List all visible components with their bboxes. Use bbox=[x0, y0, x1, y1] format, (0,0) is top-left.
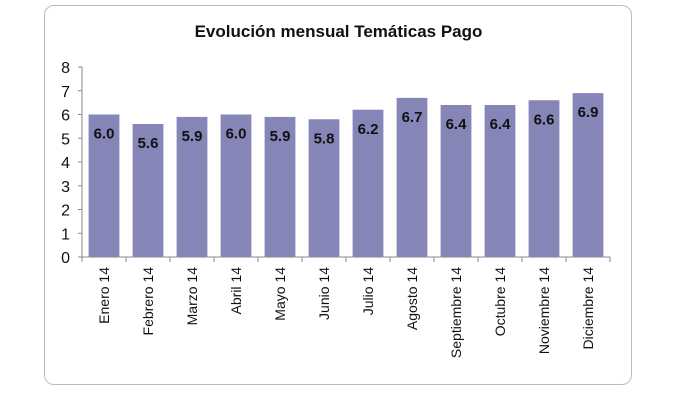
x-tick-label: Julio 14 bbox=[360, 267, 376, 315]
data-label: 5.9 bbox=[182, 128, 203, 145]
y-tick-label: 4 bbox=[61, 155, 70, 172]
data-label: 6.4 bbox=[490, 116, 512, 133]
bar bbox=[352, 109, 384, 257]
bar bbox=[484, 105, 516, 257]
x-tick-label: Abril 14 bbox=[228, 267, 244, 315]
x-tick-label: Diciembre 14 bbox=[580, 267, 596, 350]
bar bbox=[264, 116, 296, 257]
chart-frame bbox=[44, 5, 632, 385]
bar bbox=[572, 93, 604, 257]
data-label: 6.4 bbox=[446, 116, 468, 133]
bar bbox=[308, 119, 340, 257]
x-tick-label: Enero 14 bbox=[96, 267, 112, 324]
x-tick-label: Mayo 14 bbox=[272, 267, 288, 321]
data-label: 5.9 bbox=[270, 128, 291, 145]
bar bbox=[132, 124, 164, 257]
data-label: 5.6 bbox=[138, 135, 159, 152]
x-tick-label: Marzo 14 bbox=[184, 267, 200, 326]
bar bbox=[88, 114, 120, 257]
x-tick-label: Octubre 14 bbox=[492, 267, 508, 336]
y-tick-label: 2 bbox=[61, 203, 70, 220]
x-tick-label: Junio 14 bbox=[316, 267, 332, 320]
data-label: 6.9 bbox=[578, 104, 599, 121]
bar bbox=[176, 116, 208, 257]
data-label: 6.2 bbox=[358, 121, 379, 138]
chart-title: Evolución mensual Temáticas Pago bbox=[194, 22, 483, 41]
y-tick-label: 6 bbox=[61, 108, 70, 125]
y-tick-label: 3 bbox=[61, 179, 70, 196]
y-tick-label: 8 bbox=[61, 60, 70, 77]
data-label: 5.8 bbox=[314, 130, 335, 147]
y-tick-label: 0 bbox=[61, 250, 70, 267]
y-tick-label: 5 bbox=[61, 131, 70, 148]
bar bbox=[396, 97, 428, 257]
data-label: 6.7 bbox=[402, 109, 423, 126]
x-tick-label: Noviembre 14 bbox=[536, 267, 552, 354]
bar bbox=[528, 100, 560, 257]
x-tick-label: Febrero 14 bbox=[140, 267, 156, 336]
x-tick-label: Septiembre 14 bbox=[448, 267, 464, 358]
y-tick-label: 7 bbox=[61, 84, 70, 101]
y-tick-label: 1 bbox=[61, 226, 70, 243]
data-label: 6.0 bbox=[226, 126, 247, 143]
data-label: 6.0 bbox=[94, 126, 115, 143]
bar bbox=[220, 114, 252, 257]
x-tick-label: Agosto 14 bbox=[404, 267, 420, 330]
bar bbox=[440, 105, 472, 257]
data-label: 6.6 bbox=[534, 111, 555, 128]
